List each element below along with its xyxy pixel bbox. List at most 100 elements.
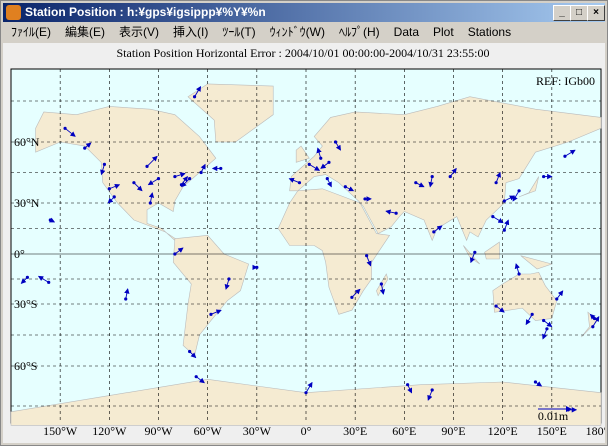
error-arrow [469,252,476,264]
lon-label: 60°W [194,424,223,438]
error-arrow [133,182,143,192]
error-arrow [407,384,413,394]
error-arrow [556,290,564,300]
error-arrow [174,247,184,255]
scale-label: 0.01m [538,409,569,423]
error-arrow [525,314,533,326]
error-arrow [181,178,190,188]
menu-item[interactable]: 編集(E) [65,25,105,39]
close-button[interactable]: × [587,5,605,21]
error-arrow [194,85,202,97]
station [148,201,152,205]
error-arrow [124,288,130,300]
error-arrow [305,381,313,393]
error-arrow [174,172,186,178]
lat-label: 60°S [14,359,37,373]
menu-bar: ﾌｧｲﾙ(E) 編集(E) 表示(V) 挿入(I) ﾂｰﾙ(T) ｳｨﾝﾄﾞｳ(W) ﾍﾙﾌ… [3,23,517,42]
error-arrow [564,149,576,157]
menu-item[interactable]: ｳｨﾝﾄﾞｳ(W) [269,25,325,39]
error-arrow [543,320,553,328]
station [430,174,434,179]
error-arrow [309,163,321,171]
error-arrow [64,127,76,137]
error-arrow [320,161,330,169]
land [172,234,250,357]
maximize-button[interactable]: □ [570,5,588,21]
lon-label: 150°E [537,424,567,438]
error-arrow [535,381,543,387]
lon-label: 60°E [392,424,416,438]
error-arrow [210,309,222,315]
app-icon [6,5,21,20]
error-arrow [84,142,92,149]
menu-item[interactable]: Plot [433,25,454,39]
lon-label: 0° [301,424,312,438]
error-arrow [379,283,386,295]
lon-label: 90°W [144,424,173,438]
error-arrow [428,176,434,188]
menu-item[interactable]: ﾌｧｲﾙ(E) [11,25,51,39]
title-bar: Station Position : h:¥gps¥igsippp¥%Y¥%n … [3,3,605,22]
land [187,83,274,143]
lon-label: 120°W [92,424,127,438]
error-arrow [366,255,372,267]
menu-item[interactable]: ﾂｰﾙ(T) [222,25,256,39]
error-arrow [592,315,600,327]
error-arrow [512,190,520,202]
error-arrow [195,376,205,384]
error-arrow [385,209,397,215]
plot-title: Station Position Horizontal Error : 2004… [117,46,490,60]
error-arrow [351,288,361,298]
menu-item[interactable]: Stations [467,25,512,39]
lat-label: 60°N [14,135,40,149]
menu-item[interactable]: 挿入(I) [173,25,209,39]
figure: Station Position Horizontal Error : 2004… [3,43,607,443]
station [414,181,418,185]
error-arrow [589,313,596,320]
error-arrow [147,178,159,186]
error-arrow [224,278,230,290]
land [484,241,500,260]
menu-item[interactable]: 表示(V) [119,25,159,39]
error-arrow [335,141,341,151]
error-arrow [427,389,433,401]
station [379,282,383,286]
error-arrow [542,328,548,340]
error-arrow [146,155,158,167]
error-arrow [100,164,106,176]
error-arrow [495,305,505,313]
error-arrow [37,275,49,283]
lon-label: 180° [586,424,605,438]
error-arrow [503,219,510,231]
error-arrow [433,225,443,233]
error-arrow [49,217,56,223]
menu-item[interactable]: Data [393,25,420,39]
window-title: Station Position : h:¥gps¥igsippp¥%Y¥%n [25,5,266,19]
land [520,255,553,270]
error-arrow [20,277,28,284]
land [289,96,602,242]
minimize-button[interactable]: _ [553,5,571,21]
lat-label: 0° [14,247,25,261]
lon-label: 120°E [488,424,518,438]
ref-label: REF: IGb00 [536,74,595,88]
lat-label: 30°N [14,196,40,210]
lat-label: 30°S [14,297,37,311]
land [492,271,558,321]
station [227,277,231,281]
lon-label: 90°E [441,424,465,438]
menu-item[interactable]: ﾍﾙﾌﾟ(H) [338,25,380,39]
land [295,145,310,163]
error-arrow [415,182,425,188]
error-arrow [492,216,504,224]
error-arrow [148,192,155,204]
lon-label: 150°W [43,424,78,438]
land [518,176,540,198]
error-arrow [288,177,300,184]
error-arrow [107,196,115,204]
lon-label: 30°W [243,424,272,438]
error-arrow [109,183,121,190]
error-arrow [514,263,520,275]
map-plot: Station Position Horizontal Error : 2004… [10,46,607,438]
error-arrow [326,178,332,188]
